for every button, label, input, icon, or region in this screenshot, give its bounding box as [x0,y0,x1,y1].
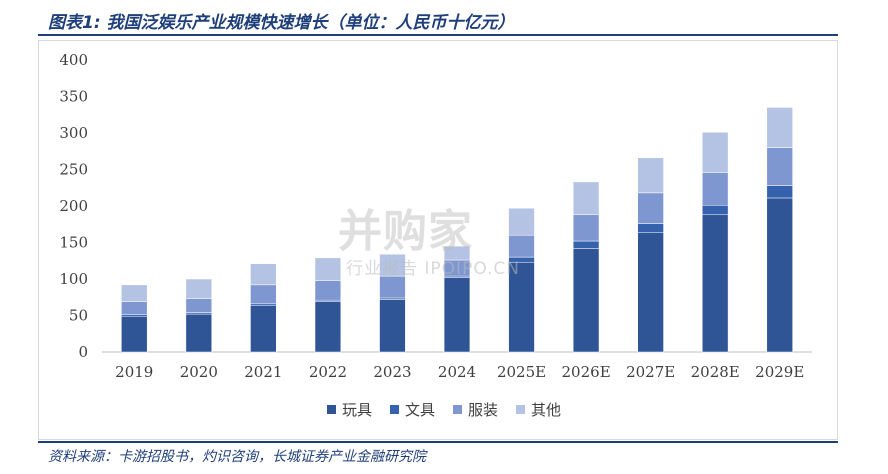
bar-segment [766,185,793,199]
y-tick-label: 100 [59,270,88,288]
title-divider [38,34,838,36]
legend-label: 玩具 [341,401,372,419]
bar-segment [379,299,406,353]
bar-segment [637,157,664,194]
x-tick-label: 2029E [755,363,804,381]
bar-segment [314,280,342,301]
x-tick-label: 2023 [373,363,411,381]
bar-segment [185,278,212,299]
watermark-subtext: 行业报告 IPOIPO.CN [346,259,520,279]
bar-segment [572,248,600,353]
legend-swatch [389,405,399,414]
bar-segment [314,257,342,281]
x-tick-label: 2025E [497,363,546,381]
y-tick-label: 300 [59,124,88,142]
legend-item: 服装 [453,399,498,420]
legend-swatch [453,405,462,414]
bar-segment [637,232,664,353]
legend-label: 服装 [468,401,499,419]
x-tick-label: 2028E [691,363,740,381]
y-tick-label: 200 [59,197,88,215]
bar-segment [314,301,342,353]
bar-segment [121,315,148,353]
y-tick-label: 400 [59,51,88,69]
bar-segment [637,223,664,233]
bar-segment [702,172,729,206]
source-divider [38,441,838,443]
x-tick-label: 2020 [180,363,218,381]
chart-title: 图表1: 我国泛娱乐产业规模快速增长（单位：人民币十亿元） [48,13,515,33]
bar-segment [572,214,600,242]
chart-frame [38,40,838,440]
y-tick-label: 150 [59,234,88,252]
x-tick-label: 2021 [244,363,282,381]
chart-legend: 玩具 文具 服装 其他 [0,399,888,420]
bar-segment [379,275,406,299]
y-tick-label: 350 [59,88,88,106]
bar-segment [121,284,148,302]
legend-item: 玩具 [326,399,372,420]
legend-label: 文具 [404,401,435,419]
bar-segment [443,245,471,261]
bar-segment [508,261,535,353]
legend-label: 其他 [531,401,562,419]
bar-segment [702,214,729,353]
x-tick-label: 2026E [562,363,611,381]
bar-segment [250,263,277,286]
legend-item: 文具 [389,399,435,420]
bar-segment [121,301,148,316]
bar-segment [766,197,793,353]
bar-segment [185,298,212,313]
y-tick-label: 0 [78,343,88,361]
x-tick-label: 2024 [438,363,476,381]
bar-segment [637,192,664,224]
legend-item: 其他 [516,399,561,420]
bar-segment [250,305,277,353]
bar-segment [702,132,729,173]
bar-segment [443,277,471,353]
y-tick-label: 50 [69,307,88,325]
bar-segment [250,284,277,305]
bar-segment [572,240,600,249]
bar-segment [572,181,600,216]
y-tick-label: 250 [59,161,88,179]
x-tick-label: 2019 [115,363,153,381]
x-tick-label: 2022 [309,363,347,381]
legend-swatch [326,405,336,414]
x-tick-label: 2027E [626,363,675,381]
bar-segment [766,107,793,148]
legend-swatch [516,405,526,414]
bar-segment [766,147,793,186]
bar-segment [379,253,406,277]
bar-segment [508,207,535,236]
bar-segment [185,313,212,353]
bar-segment [702,205,729,216]
source-note: 资料来源：卡游招股书，灼识咨询，长城证券产业金融研究院 [48,449,426,465]
watermark-logo: 并购家 [338,206,473,257]
